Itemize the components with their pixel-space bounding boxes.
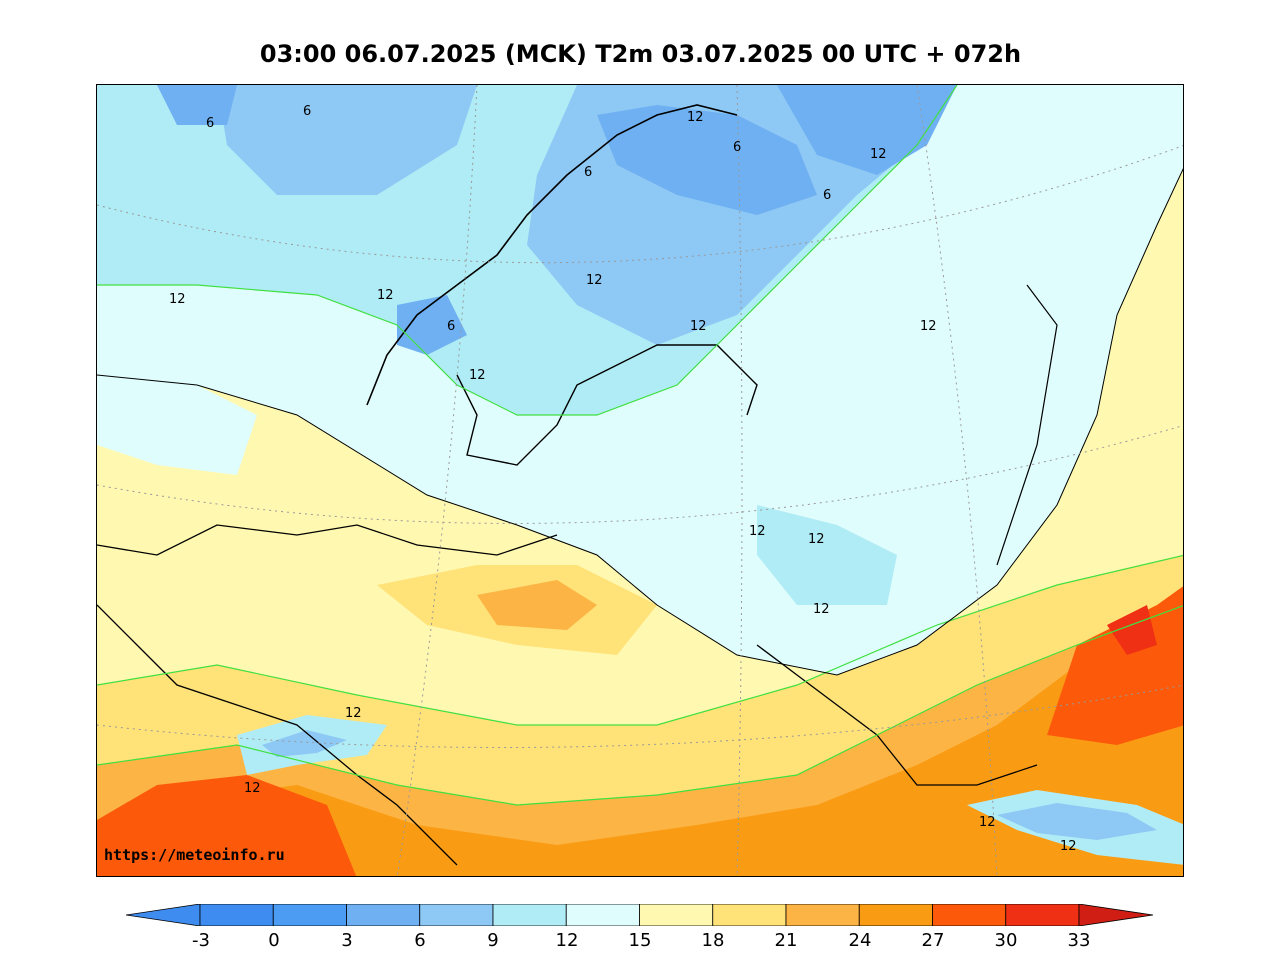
contour-label: 12 <box>690 319 707 334</box>
region-6-kola <box>777 85 957 175</box>
colorbar-tick: 24 <box>848 930 872 951</box>
contour-12 <box>97 85 958 416</box>
central-24-blob <box>477 580 597 630</box>
region-27 <box>137 625 1183 876</box>
graticule-meridian-1 <box>396 85 478 876</box>
region-6-lapland <box>597 105 817 215</box>
colorbar-cell <box>712 904 787 926</box>
contour-label: 12 <box>749 524 766 539</box>
colorbar-tick: 27 <box>921 930 945 951</box>
alps-cold-region <box>262 730 347 757</box>
colorbar-tick: -3 <box>192 930 210 951</box>
region-30-west <box>97 775 357 876</box>
colorbar-cell <box>419 904 494 926</box>
region-33-east <box>1107 605 1157 655</box>
contour-label: 12 <box>345 706 362 721</box>
caucasus-cold-region <box>997 803 1157 840</box>
contour-label: 12 <box>870 147 887 162</box>
contour-label: 6 <box>206 116 214 131</box>
colorbar-tick: 9 <box>487 930 499 951</box>
region-6-iceland <box>157 85 237 125</box>
colorbar-tick: 18 <box>701 930 725 951</box>
region-15-west <box>97 375 257 475</box>
contour-label: 6 <box>303 104 311 119</box>
region-6-norway <box>397 295 467 355</box>
contour-15 <box>97 168 1183 676</box>
contour-label: 12 <box>244 781 261 796</box>
temperature-map[interactable]: 6 6 6 6 6 6 12 12 12 12 12 12 12 12 12 1… <box>96 84 1184 877</box>
colorbar-cell <box>272 904 347 926</box>
colorbar-cell <box>1005 904 1080 926</box>
colorbar-cell <box>858 904 933 926</box>
contour-24 <box>97 605 1183 806</box>
contour-label: 12 <box>169 292 186 307</box>
colorbar-cell <box>346 904 421 926</box>
colorbar-ticks: -3 0 3 6 9 12 15 18 21 24 27 30 33 <box>0 930 1281 954</box>
north-sea-coastline <box>97 524 558 556</box>
colorbar-cell <box>932 904 1007 926</box>
map-title: 03:00 06.07.2025 (MCK) T2m 03.07.2025 00… <box>259 40 1022 68</box>
contour-label: 6 <box>447 319 455 334</box>
colorbar <box>126 904 1154 926</box>
colorbar-cell <box>639 904 714 926</box>
contour-label: 6 <box>733 140 741 155</box>
mediterranean-coastline <box>97 604 458 866</box>
graticule-meridian-3 <box>916 85 998 876</box>
colorbar-tick: 15 <box>628 930 652 951</box>
contour-label: 12 <box>586 273 603 288</box>
graticule-parallel-1 <box>97 145 1183 264</box>
colorbar-tick: 21 <box>774 930 798 951</box>
colorbar-overflow <box>1078 904 1154 926</box>
map-canvas: 6 6 6 6 6 6 12 12 12 12 12 12 12 12 12 1… <box>97 85 1183 876</box>
contour-label: 6 <box>584 165 592 180</box>
colorbar-cell <box>199 904 274 926</box>
contour-label: 12 <box>920 319 937 334</box>
colorbar-cell <box>492 904 567 926</box>
contour-21 <box>97 554 1183 726</box>
contour-label: 12 <box>377 288 394 303</box>
colorbar-tick: 30 <box>994 930 1018 951</box>
contour-label: 12 <box>979 815 996 830</box>
colorbar-cells <box>199 904 1080 926</box>
contour-label: 12 <box>469 368 486 383</box>
colorbar-tick: 12 <box>555 930 579 951</box>
volga-line <box>996 284 1058 566</box>
source-url: https://meteoinfo.ru <box>104 846 285 864</box>
colorbar-tick: 6 <box>414 930 426 951</box>
colorbar-cell <box>785 904 860 926</box>
region-12-central <box>757 505 897 605</box>
colorbar-tick: 0 <box>268 930 280 951</box>
contour-label: 12 <box>808 532 825 547</box>
norway-coastline <box>366 104 738 406</box>
graticule-meridian-2 <box>736 85 743 876</box>
contour-label: 6 <box>823 188 831 203</box>
colorbar-cell <box>565 904 640 926</box>
colorbar-tick: 3 <box>341 930 353 951</box>
colorbar-tick: 33 <box>1067 930 1091 951</box>
contour-label: 12 <box>1060 839 1077 854</box>
contour-label: 12 <box>687 110 704 125</box>
region-9-north-atlantic <box>217 85 477 195</box>
colorbar-underflow <box>126 904 201 926</box>
contour-label: 12 <box>813 602 830 617</box>
baltic-coastline <box>456 344 758 466</box>
